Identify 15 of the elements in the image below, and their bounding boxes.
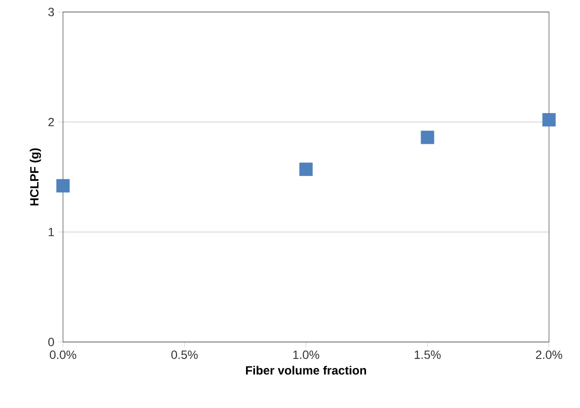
point <box>56 179 70 192</box>
y-tick-label: 2 <box>48 118 54 126</box>
x-tick-label: 0.0% <box>50 350 76 359</box>
y-tick-label: 3 <box>48 8 54 16</box>
y-tick-label: 0 <box>48 338 54 346</box>
x-tick-label: 1.0% <box>293 350 320 359</box>
point <box>299 162 313 176</box>
point <box>542 113 556 126</box>
x-tick-label: 0.5% <box>171 350 198 359</box>
y-axis-title: HCLPF (g) <box>30 148 41 206</box>
x-axis-title: Fiber volume fraction <box>246 366 366 375</box>
x-tick-label: 1.5% <box>414 350 441 359</box>
x-tick-label: 2.0% <box>536 350 562 359</box>
y-tick-label: 1 <box>48 228 54 236</box>
point <box>420 130 434 144</box>
